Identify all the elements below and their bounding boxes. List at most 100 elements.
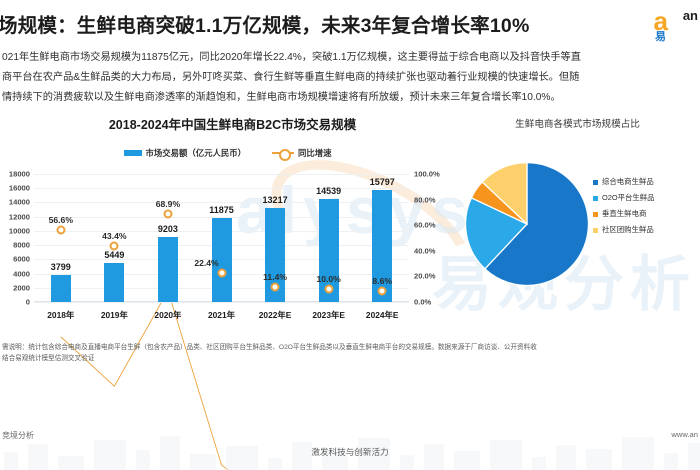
footer-slogan: 激发科技与创新活力: [311, 447, 389, 457]
x-axis-tick-label: 2024年E: [365, 310, 399, 320]
pie-legend-label: 社区团购生鲜品: [602, 225, 654, 234]
legend-item-line[interactable]: 同比增速: [272, 147, 332, 161]
y2-axis-tick-label: 20.0%: [414, 271, 436, 281]
bar-chart-plot-area: 0 2000 4000 6000 8000 10000 12000 14000 16000 180…: [9, 170, 440, 303]
x-axis-tick-label: 2023年E: [312, 310, 345, 320]
x-axis-tick-label: 2019年: [100, 310, 128, 320]
line-value-label: 22.4%: [194, 258, 219, 269]
skyline-building: [454, 451, 480, 470]
skyline-building: [94, 440, 126, 470]
line-data-point[interactable]: [377, 286, 387, 296]
line-data-point[interactable]: [109, 241, 119, 251]
page-title: 场规模：生鲜电商突破1.1万亿规模，未来3年复合增长率10%: [0, 14, 530, 37]
skyline-building: [190, 454, 216, 470]
pie-legend-swatch-icon: [593, 179, 598, 185]
skyline-building: [532, 457, 546, 470]
y2-axis-tick-label: 40.0%: [414, 246, 436, 256]
line-data-point[interactable]: [324, 284, 334, 294]
line-value-label: 10.0%: [316, 274, 341, 285]
y-axis-tick-label: 6000: [13, 254, 30, 264]
pie-chart[interactable]: [463, 160, 591, 288]
skyline-building: [586, 449, 612, 470]
intro-line-2: 商平台在农产品&生鲜品类的大力布局，另外叮咚买菜、食行生鲜等垂直生鲜电商的持续扩…: [2, 72, 580, 83]
gridline: [34, 188, 409, 190]
skyline-decoration: [0, 428, 700, 470]
footnote: 需说明：统计包含综合电商及直播电商平台生鲜（包含农产品）品类、社区团购平台生鲜品…: [0, 338, 700, 364]
bar-chart-title: 2018-2024年中国生鲜电商B2C市场交易规模: [108, 118, 357, 132]
pie-slice[interactable]: [481, 161, 528, 226]
pie-legend-label: 垂直生鲜电商: [602, 209, 647, 218]
line-value-label: 68.9%: [155, 198, 181, 209]
legend-swatch-icon: [123, 150, 142, 156]
pie-slice[interactable]: [484, 161, 590, 287]
pie-legend-swatch-icon: [593, 227, 598, 233]
skyline-building: [664, 453, 678, 470]
legend-item-bars[interactable]: 市场交易额（亿元人民币）: [123, 147, 247, 159]
skyline-building: [490, 440, 522, 470]
bar-value-label: 5449: [104, 250, 125, 261]
y2-axis-tick-label: 60.0%: [414, 220, 436, 230]
skyline-building: [268, 458, 282, 470]
footer-url[interactable]: www.an: [671, 430, 698, 439]
brand-logo: a 易 an: [622, 2, 698, 44]
bar[interactable]: [211, 217, 232, 302]
gridline: [34, 202, 409, 204]
bar[interactable]: [265, 208, 286, 302]
skyline-building: [28, 444, 48, 470]
pie-legend-item[interactable]: 社区团购生鲜品: [593, 222, 655, 238]
skyline-building: [622, 437, 654, 470]
pie-legend-label: O2O平台生鲜品: [602, 193, 655, 202]
legend-line-icon: [272, 149, 294, 161]
pie-legend-label: 综合电商生鲜品: [602, 177, 654, 186]
gridline: [34, 174, 409, 175]
bar-value-label: 3799: [50, 261, 71, 272]
bar-chart-plot: 0 2000 4000 6000 8000 10000 12000 14000 16000 180…: [0, 166, 455, 338]
line-data-point[interactable]: [270, 282, 280, 292]
gridline: [34, 302, 409, 303]
brand-en-label: an: [682, 8, 698, 23]
skyline-building: [58, 456, 84, 470]
growth-line: [61, 291, 382, 470]
y-axis-tick-label: 10000: [8, 226, 30, 236]
skyline-building: [226, 446, 258, 470]
intro-line-1: 021年生鲜电商市场交易规模为11875亿元，同比2020年增长22.4%，突破…: [2, 52, 581, 63]
x-axis-tick-label: 2020年: [154, 310, 182, 320]
skyline-building: [136, 450, 150, 470]
pie-chart-title: 生鲜电商各模式市场规模占比: [515, 119, 640, 130]
bar[interactable]: [50, 275, 71, 302]
pie-chart-legend: 综合电商生鲜品 O2O平台生鲜品 垂直生鲜电商 社区团购生鲜品: [593, 174, 655, 238]
line-value-label: 11.4%: [263, 272, 288, 283]
legend-label-line: 同比增速: [298, 148, 332, 158]
bar[interactable]: [372, 189, 393, 302]
bar-value-label: 11875: [209, 204, 234, 215]
bar[interactable]: [104, 263, 125, 302]
charts-region: 2018-2024年中国生鲜电商B2C市场交易规模 市场交易额（亿元人民币） 同…: [0, 108, 700, 338]
x-axis-tick-label: 2022年E: [258, 310, 292, 320]
bar[interactable]: [318, 198, 339, 302]
slide-header: 场规模：生鲜电商突破1.1万亿规模，未来3年复合增长率10% a 易 an: [0, 0, 700, 46]
x-axis-tick-label: 2021年: [207, 310, 236, 320]
line-value-label: 8.6%: [372, 275, 392, 286]
skyline-building: [322, 448, 348, 470]
footnote-line-2: 结合易观统计模型估测交叉验证: [2, 355, 95, 362]
pie-legend-item[interactable]: 垂直生鲜电商: [593, 206, 655, 222]
legend-label-bars: 市场交易额（亿元人民币）: [145, 148, 247, 158]
brand-mark-icon: a: [653, 6, 668, 36]
x-axis-tick-label: 2018年: [47, 310, 75, 320]
footnote-line-1: 需说明：统计包含综合电商及直播电商平台生鲜（包含农产品）品类、社区团购平台生鲜品…: [2, 344, 537, 351]
line-data-point[interactable]: [56, 225, 66, 235]
y2-axis-tick-label: 0.0%: [414, 297, 432, 307]
y-axis-tick-label: 2000: [13, 283, 30, 293]
y-axis-tick-label: 18000: [8, 169, 30, 179]
pie-slice[interactable]: [464, 196, 529, 270]
y2-axis-tick-label: 100.0%: [414, 169, 440, 179]
y-axis-tick-label: 12000: [8, 212, 30, 222]
bar[interactable]: [157, 236, 178, 302]
line-data-point[interactable]: [217, 268, 226, 278]
pie-legend-item[interactable]: O2O平台生鲜品: [593, 190, 655, 206]
y-axis-tick-label: 0: [25, 297, 30, 307]
line-data-point[interactable]: [163, 209, 173, 219]
pie-chart-svg: [464, 161, 590, 287]
skyline-building: [358, 438, 390, 470]
pie-legend-item[interactable]: 综合电商生鲜品: [593, 174, 655, 190]
